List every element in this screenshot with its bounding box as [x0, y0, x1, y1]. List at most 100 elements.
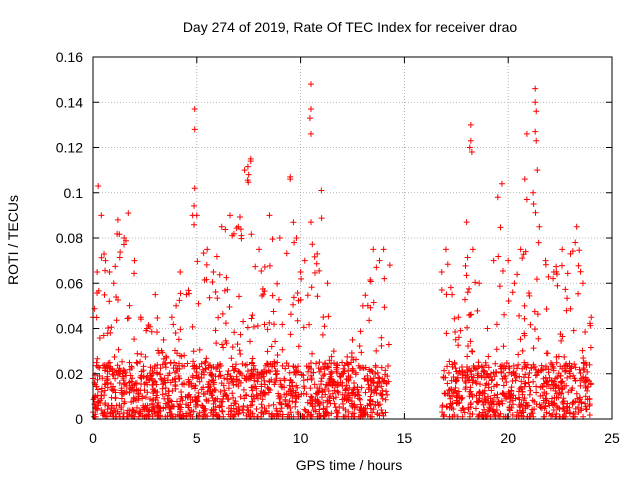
- data-point: [212, 327, 219, 334]
- data-point: [260, 373, 267, 380]
- data-point: [249, 312, 256, 319]
- data-point: [543, 409, 550, 416]
- data-point: [247, 372, 254, 379]
- data-point: [328, 370, 335, 377]
- data-point: [500, 391, 507, 398]
- data-point: [451, 411, 458, 418]
- data-point: [154, 402, 161, 409]
- data-point: [126, 379, 133, 386]
- data-point: [210, 381, 217, 388]
- data-point: [315, 400, 322, 407]
- data-point: [448, 401, 455, 408]
- data-point: [315, 389, 322, 396]
- data-point: [289, 398, 296, 405]
- data-point: [157, 375, 164, 382]
- data-point: [385, 363, 392, 370]
- data-point: [181, 363, 188, 370]
- data-point: [546, 402, 553, 409]
- data-point: [295, 297, 302, 304]
- data-point: [500, 382, 507, 389]
- data-point: [375, 374, 382, 381]
- data-point: [455, 388, 462, 395]
- data-point: [553, 359, 560, 366]
- data-point: [170, 321, 177, 328]
- data-point: [550, 407, 557, 414]
- data-point: [453, 368, 460, 375]
- data-point: [446, 358, 453, 365]
- data-point: [316, 402, 323, 409]
- data-point: [308, 394, 315, 401]
- data-point: [187, 411, 194, 418]
- data-point: [96, 373, 103, 380]
- data-point: [237, 379, 244, 386]
- data-point: [210, 400, 217, 407]
- data-point: [543, 306, 550, 313]
- data-point: [155, 347, 162, 354]
- data-point: [293, 235, 300, 241]
- data-point: [185, 287, 192, 294]
- data-point: [255, 375, 262, 382]
- data-point: [220, 393, 227, 400]
- data-point: [165, 392, 172, 399]
- data-point: [460, 406, 467, 413]
- data-point: [177, 326, 184, 333]
- data-point: [107, 410, 114, 417]
- data-point: [117, 249, 124, 256]
- data-point: [213, 253, 220, 260]
- data-point: [226, 304, 233, 311]
- data-point: [538, 362, 545, 369]
- data-point: [93, 359, 100, 366]
- data-point: [575, 290, 582, 297]
- data-point: [441, 367, 448, 374]
- data-point: [292, 403, 299, 410]
- data-point: [112, 375, 119, 382]
- data-point: [133, 380, 140, 387]
- data-point: [155, 403, 162, 410]
- data-point: [101, 392, 108, 399]
- data-point: [462, 372, 469, 379]
- data-point: [527, 387, 534, 394]
- data-point: [277, 400, 284, 407]
- data-point: [488, 387, 495, 394]
- data-point: [570, 372, 577, 379]
- data-point: [162, 364, 169, 371]
- data-point: [118, 389, 125, 396]
- data-point: [189, 323, 196, 330]
- data-point: [517, 407, 524, 414]
- data-point: [328, 368, 335, 375]
- data-point: [209, 394, 216, 401]
- data-point: [295, 343, 302, 350]
- data-point: [534, 167, 541, 174]
- data-point: [378, 392, 385, 399]
- data-point: [573, 390, 580, 397]
- data-point: [484, 325, 491, 332]
- data-point: [217, 388, 224, 395]
- y-tick-label: 0.02: [56, 366, 83, 382]
- data-point: [311, 269, 318, 276]
- data-point: [105, 324, 112, 331]
- data-point: [116, 254, 123, 261]
- data-point: [456, 367, 463, 374]
- data-point: [96, 334, 103, 341]
- data-point: [537, 403, 544, 410]
- data-point: [196, 346, 203, 353]
- data-point: [366, 317, 373, 324]
- data-point: [203, 276, 210, 283]
- data-point: [240, 386, 247, 393]
- data-point: [94, 392, 101, 399]
- data-point: [370, 406, 377, 413]
- data-point: [466, 285, 473, 292]
- data-point: [149, 375, 156, 382]
- data-point: [310, 369, 317, 376]
- data-point: [566, 404, 573, 411]
- data-point: [210, 411, 217, 418]
- data-point: [183, 291, 190, 298]
- data-point: [333, 407, 340, 414]
- data-point: [369, 409, 376, 416]
- data-point: [196, 409, 203, 416]
- data-point: [533, 383, 540, 390]
- data-point: [271, 321, 278, 328]
- data-point: [583, 377, 590, 384]
- data-point: [336, 403, 343, 410]
- data-point: [293, 395, 300, 402]
